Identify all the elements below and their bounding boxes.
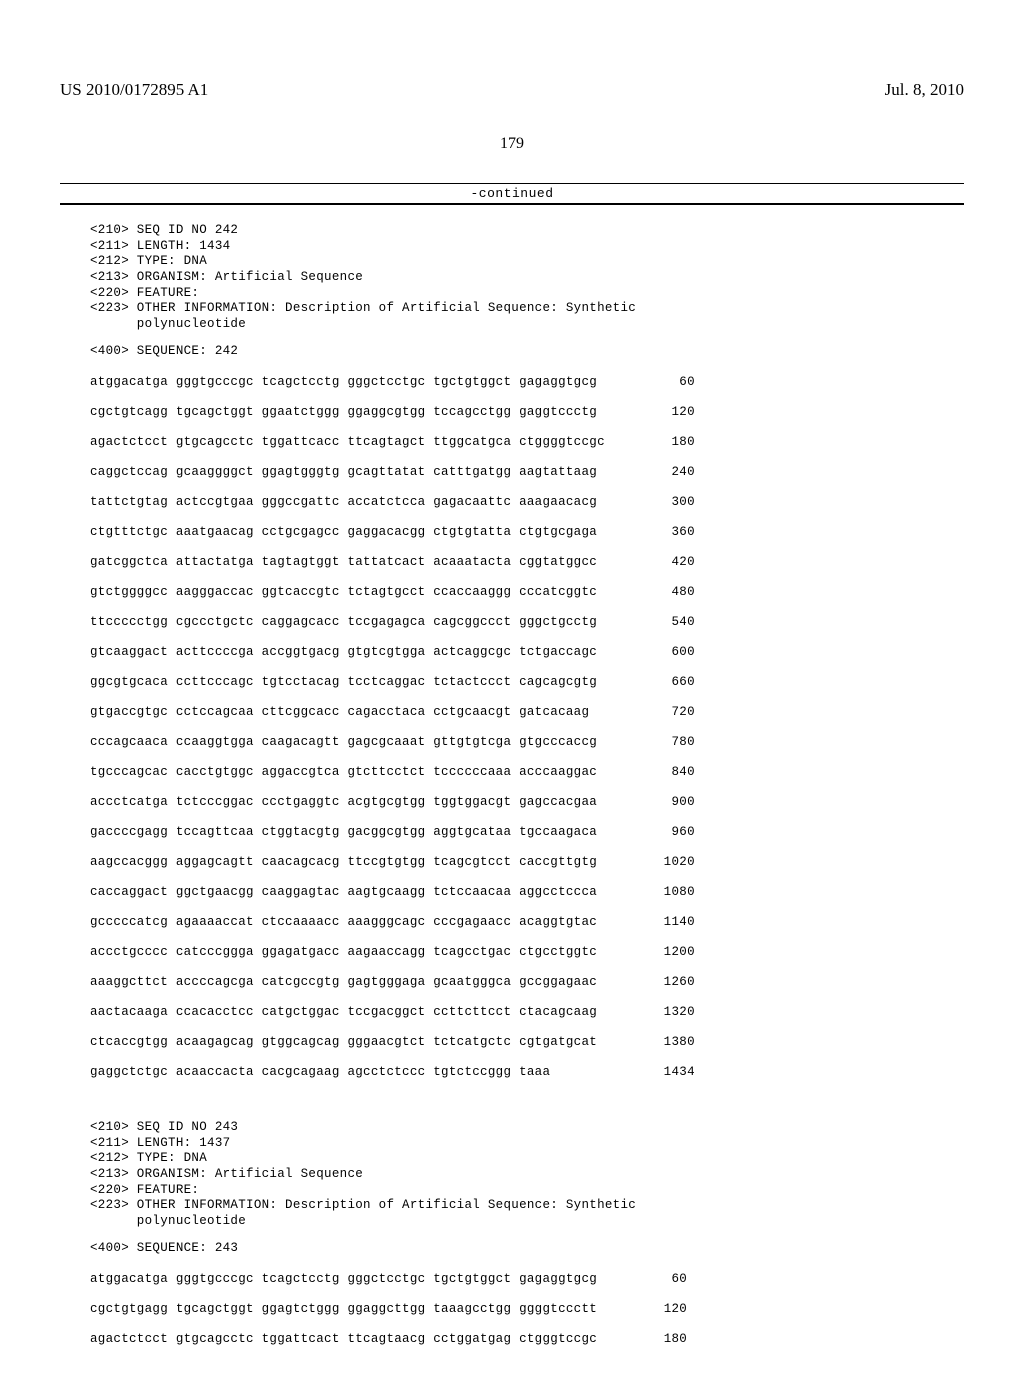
sequence-row: caggctccag gcaaggggct ggagtgggtg gcagtta… bbox=[90, 462, 695, 481]
sequence-position: 1320 bbox=[605, 1002, 695, 1021]
sequence-text: gaccccgagg tccagttcaa ctggtacgtg gacggcg… bbox=[90, 822, 605, 841]
sequence-row: atggacatga gggtgcccgc tcagctcctg gggctcc… bbox=[90, 1269, 687, 1288]
rule-top bbox=[60, 183, 964, 184]
rule-under-continued bbox=[60, 203, 964, 205]
sequence-row: ggcgtgcaca ccttcccagc tgtcctacag tcctcag… bbox=[90, 672, 695, 691]
sequence-row: accctgcccc catcccggga ggagatgacc aagaacc… bbox=[90, 942, 695, 961]
sequence-text: accctcatga tctcccggac ccctgaggtc acgtgcg… bbox=[90, 792, 605, 811]
sequence-text: ggcgtgcaca ccttcccagc tgtcctacag tcctcag… bbox=[90, 672, 605, 691]
patent-page: US 2010/0172895 A1 Jul. 8, 2010 179 -con… bbox=[0, 0, 1024, 1399]
sequence-position: 540 bbox=[605, 612, 695, 631]
sequence-row: atggacatga gggtgcccgc tcagctcctg gggctcc… bbox=[90, 372, 695, 391]
sequence-position: 120 bbox=[597, 1299, 687, 1318]
sequence-text: caggctccag gcaaggggct ggagtgggtg gcagtta… bbox=[90, 462, 605, 481]
page-header: US 2010/0172895 A1 Jul. 8, 2010 bbox=[60, 80, 964, 100]
sequence-position: 180 bbox=[597, 1329, 687, 1348]
sequence-position: 180 bbox=[605, 432, 695, 451]
sequence-row: agactctcct gtgcagcctc tggattcact ttcagta… bbox=[90, 1329, 687, 1348]
sequence-text: gtcaaggact acttccccga accggtgacg gtgtcgt… bbox=[90, 642, 605, 661]
sequence-text: accctgcccc catcccggga ggagatgacc aagaacc… bbox=[90, 942, 605, 961]
sequence-row: aagccacggg aggagcagtt caacagcacg ttccgtg… bbox=[90, 852, 695, 871]
sequence-row: gaccccgagg tccagttcaa ctggtacgtg gacggcg… bbox=[90, 822, 695, 841]
sequence-text: aactacaaga ccacacctcc catgctggac tccgacg… bbox=[90, 1002, 605, 1021]
sequence-position: 420 bbox=[605, 552, 695, 571]
sequence-row: ctgtttctgc aaatgaacag cctgcgagcc gaggaca… bbox=[90, 522, 695, 541]
sequence-position: 720 bbox=[605, 702, 695, 721]
sequence-text: cccagcaaca ccaaggtgga caagacagtt gagcgca… bbox=[90, 732, 605, 751]
sequence-row: gtgaccgtgc cctccagcaa cttcggcacc cagacct… bbox=[90, 702, 695, 721]
publication-date: Jul. 8, 2010 bbox=[885, 80, 964, 100]
sequence-row: gcccccatcg agaaaaccat ctccaaaacc aaagggc… bbox=[90, 912, 695, 931]
sequence-row: ctcaccgtgg acaagagcag gtggcagcag gggaacg… bbox=[90, 1032, 695, 1051]
sequence-text: cgctgtgagg tgcagctggt ggagtctggg ggaggct… bbox=[90, 1299, 597, 1318]
publication-number: US 2010/0172895 A1 bbox=[60, 80, 208, 100]
sequence-position: 60 bbox=[605, 372, 695, 391]
sequence-text: gatcggctca attactatga tagtagtggt tattatc… bbox=[90, 552, 605, 571]
sequence-row: tgcccagcac cacctgtggc aggaccgtca gtcttcc… bbox=[90, 762, 695, 781]
sequence-row: ttccccctgg cgccctgctc caggagcacc tccgaga… bbox=[90, 612, 695, 631]
continued-label: -continued bbox=[60, 186, 964, 201]
sequence-position: 120 bbox=[605, 402, 695, 421]
seq242-sequence-label: <400> SEQUENCE: 242 bbox=[90, 344, 964, 360]
sequence-position: 960 bbox=[605, 822, 695, 841]
sequence-row: gtctggggcc aagggaccac ggtcaccgtc tctagtg… bbox=[90, 582, 695, 601]
sequence-text: gcccccatcg agaaaaccat ctccaaaacc aaagggc… bbox=[90, 912, 605, 931]
sequence-row: cccagcaaca ccaaggtgga caagacagtt gagcgca… bbox=[90, 732, 695, 751]
sequence-text: tattctgtag actccgtgaa gggccgattc accatct… bbox=[90, 492, 605, 511]
seq242-header: <210> SEQ ID NO 242 <211> LENGTH: 1434 <… bbox=[90, 223, 964, 332]
sequence-row: cgctgtgagg tgcagctggt ggagtctggg ggaggct… bbox=[90, 1299, 687, 1318]
sequence-position: 1200 bbox=[605, 942, 695, 961]
sequence-position: 60 bbox=[597, 1269, 687, 1288]
sequence-position: 480 bbox=[605, 582, 695, 601]
sequence-position: 660 bbox=[605, 672, 695, 691]
sequence-position: 1434 bbox=[605, 1062, 695, 1081]
sequence-row: cgctgtcagg tgcagctggt ggaatctggg ggaggcg… bbox=[90, 402, 695, 421]
sequence-position: 1260 bbox=[605, 972, 695, 991]
sequence-position: 360 bbox=[605, 522, 695, 541]
sequence-row: caccaggact ggctgaacgg caaggagtac aagtgca… bbox=[90, 882, 695, 901]
sequence-row: accctcatga tctcccggac ccctgaggtc acgtgcg… bbox=[90, 792, 695, 811]
sequence-position: 1020 bbox=[605, 852, 695, 871]
sequence-text: aaaggcttct accccagcga catcgccgtg gagtggg… bbox=[90, 972, 605, 991]
sequence-text: agactctcct gtgcagcctc tggattcact ttcagta… bbox=[90, 1329, 597, 1348]
sequence-text: cgctgtcagg tgcagctggt ggaatctggg ggaggcg… bbox=[90, 402, 605, 421]
sequence-text: caccaggact ggctgaacgg caaggagtac aagtgca… bbox=[90, 882, 605, 901]
seq243-table: atggacatga gggtgcccgc tcagctcctg gggctcc… bbox=[90, 1269, 687, 1359]
sequence-position: 600 bbox=[605, 642, 695, 661]
sequence-text: tgcccagcac cacctgtggc aggaccgtca gtcttcc… bbox=[90, 762, 605, 781]
sequence-text: gtctggggcc aagggaccac ggtcaccgtc tctagtg… bbox=[90, 582, 605, 601]
sequence-text: gtgaccgtgc cctccagcaa cttcggcacc cagacct… bbox=[90, 702, 605, 721]
sequence-position: 300 bbox=[605, 492, 695, 511]
seq243-header: <210> SEQ ID NO 243 <211> LENGTH: 1437 <… bbox=[90, 1120, 964, 1229]
sequence-position: 1080 bbox=[605, 882, 695, 901]
page-number: 179 bbox=[60, 135, 964, 153]
sequence-text: atggacatga gggtgcccgc tcagctcctg gggctcc… bbox=[90, 1269, 597, 1288]
sequence-text: ttccccctgg cgccctgctc caggagcacc tccgaga… bbox=[90, 612, 605, 631]
sequence-position: 1380 bbox=[605, 1032, 695, 1051]
seq242-table: atggacatga gggtgcccgc tcagctcctg gggctcc… bbox=[90, 372, 695, 1092]
sequence-row: gtcaaggact acttccccga accggtgacg gtgtcgt… bbox=[90, 642, 695, 661]
sequence-position: 1140 bbox=[605, 912, 695, 931]
sequence-row: aaaggcttct accccagcga catcgccgtg gagtggg… bbox=[90, 972, 695, 991]
sequence-row: aactacaaga ccacacctcc catgctggac tccgacg… bbox=[90, 1002, 695, 1021]
sequence-row: gaggctctgc acaaccacta cacgcagaag agcctct… bbox=[90, 1062, 695, 1081]
sequence-text: agactctcct gtgcagcctc tggattcacc ttcagta… bbox=[90, 432, 605, 451]
sequence-position: 240 bbox=[605, 462, 695, 481]
sequence-position: 900 bbox=[605, 792, 695, 811]
sequence-row: agactctcct gtgcagcctc tggattcacc ttcagta… bbox=[90, 432, 695, 451]
sequence-text: ctcaccgtgg acaagagcag gtggcagcag gggaacg… bbox=[90, 1032, 605, 1051]
sequence-position: 840 bbox=[605, 762, 695, 781]
seq243-sequence-label: <400> SEQUENCE: 243 bbox=[90, 1241, 964, 1257]
sequence-row: tattctgtag actccgtgaa gggccgattc accatct… bbox=[90, 492, 695, 511]
sequence-position: 780 bbox=[605, 732, 695, 751]
sequence-row: gatcggctca attactatga tagtagtggt tattatc… bbox=[90, 552, 695, 571]
sequence-text: aagccacggg aggagcagtt caacagcacg ttccgtg… bbox=[90, 852, 605, 871]
sequence-text: ctgtttctgc aaatgaacag cctgcgagcc gaggaca… bbox=[90, 522, 605, 541]
sequence-text: atggacatga gggtgcccgc tcagctcctg gggctcc… bbox=[90, 372, 605, 391]
sequence-text: gaggctctgc acaaccacta cacgcagaag agcctct… bbox=[90, 1062, 605, 1081]
